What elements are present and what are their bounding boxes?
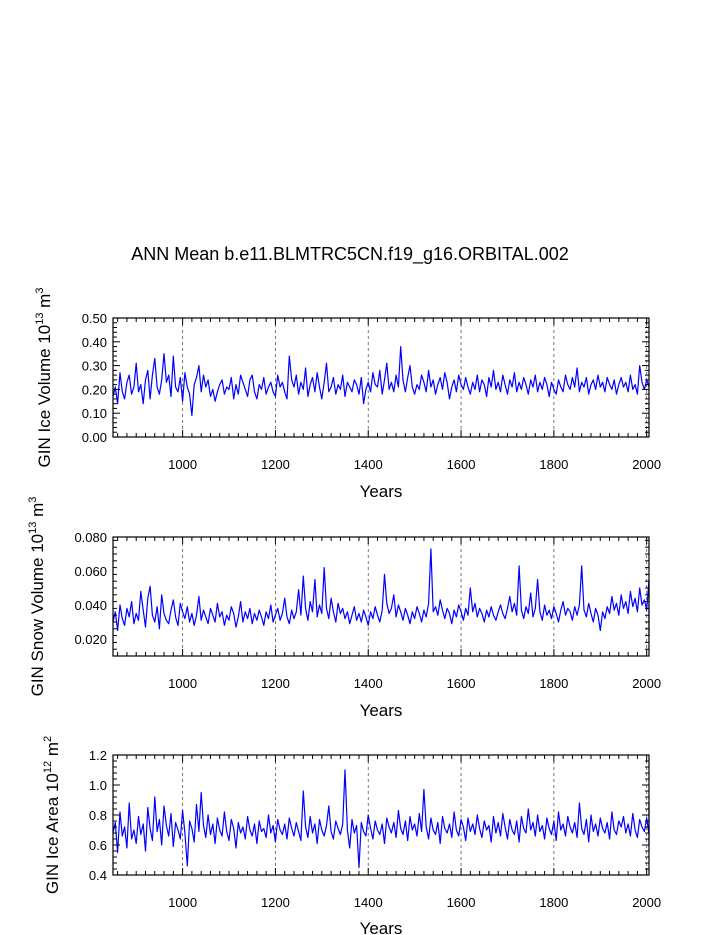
x-tick-label: 2000: [632, 676, 661, 691]
x-tick-label: 1600: [447, 895, 476, 910]
y-axis-label-part: m: [35, 294, 54, 313]
panel-ice-volume: 1000 1200 1400 1600 1800 2000 0.00 0.10 0.20 0.30…: [34, 288, 661, 501]
y-tick-label: 0.30: [82, 359, 107, 374]
y-tick-label: 0.8: [89, 808, 107, 823]
series-line: [112, 769, 650, 869]
y-tick-label: 0.040: [74, 598, 107, 613]
x-tick-label: 1000: [168, 676, 197, 691]
y-axis-label: GIN Snow Volume 1013 m3: [27, 497, 47, 697]
x-tick-label: 1800: [539, 676, 568, 691]
x-tick-label: 1200: [261, 457, 290, 472]
y-tick-label: 0.50: [82, 311, 107, 326]
y-tick-label: 0.060: [74, 564, 107, 579]
x-tick-label: 1400: [354, 676, 383, 691]
figure-title: ANN Mean b.e11.BLMTRC5CN.f19_g16.ORBITAL…: [131, 244, 569, 264]
y-tick-label: 0.6: [89, 838, 107, 853]
x-tick-label: 1000: [168, 457, 197, 472]
y-axis-label-superscript: 2: [42, 736, 54, 742]
plot-frame: [112, 536, 650, 657]
x-tick-label: 1200: [261, 676, 290, 691]
panel-ice-area: 1000 1200 1400 1600 1800 2000 0.4 0.6 0.8 1.0 1.2 Y…: [42, 736, 661, 935]
x-tick-label: 1800: [539, 895, 568, 910]
y-axis-label-superscript: 12: [42, 761, 54, 773]
x-tick-label: 1800: [539, 457, 568, 472]
y-axis-label-part: GIN Ice Area 10: [43, 773, 62, 894]
panel-snow-volume: 1000 1200 1400 1600 1800 2000 0.020 0.040 0.060 0…: [27, 497, 661, 720]
y-axis-label-superscript: 13: [34, 313, 46, 325]
y-tick-label: 0.4: [89, 868, 107, 883]
x-tick-label: 1000: [168, 895, 197, 910]
x-axis-label: Years: [360, 701, 403, 720]
y-axis-label-part: GIN Snow Volume 10: [28, 534, 47, 697]
plot-frame: [112, 754, 650, 876]
y-tick-label: 1.2: [89, 748, 107, 763]
y-axis-label-superscript: 3: [27, 497, 39, 503]
y-axis-label-superscript: 13: [27, 522, 39, 534]
series-line: [112, 346, 650, 417]
x-tick-label: 2000: [632, 457, 661, 472]
y-tick-label: 0.20: [82, 382, 107, 397]
y-tick-label: 0.40: [82, 335, 107, 350]
y-axis-label-part: m: [43, 742, 62, 761]
x-tick-label: 1400: [354, 457, 383, 472]
y-axis-label-part: m: [28, 503, 47, 522]
plot-frame: [112, 317, 650, 438]
series-line: [112, 548, 650, 636]
x-tick-label: 2000: [632, 895, 661, 910]
x-axis-label: Years: [360, 482, 403, 501]
x-tick-label: 1400: [354, 895, 383, 910]
y-axis-label-superscript: 3: [34, 288, 46, 294]
x-axis-label: Years: [360, 919, 403, 935]
y-tick-label: 0.080: [74, 530, 107, 545]
y-axis-label: GIN Ice Volume 1013 m3: [34, 288, 54, 468]
x-tick-label: 1200: [261, 895, 290, 910]
x-tick-label: 1600: [447, 676, 476, 691]
y-tick-label: 0.020: [74, 632, 107, 647]
y-tick-label: 0.10: [82, 406, 107, 421]
y-tick-label: 0.00: [82, 430, 107, 445]
y-axis-label: GIN Ice Area 1012 m2: [42, 736, 62, 894]
y-axis-label-part: GIN Ice Volume 10: [35, 325, 54, 468]
y-tick-label: 1.0: [89, 778, 107, 793]
x-tick-label: 1600: [447, 457, 476, 472]
